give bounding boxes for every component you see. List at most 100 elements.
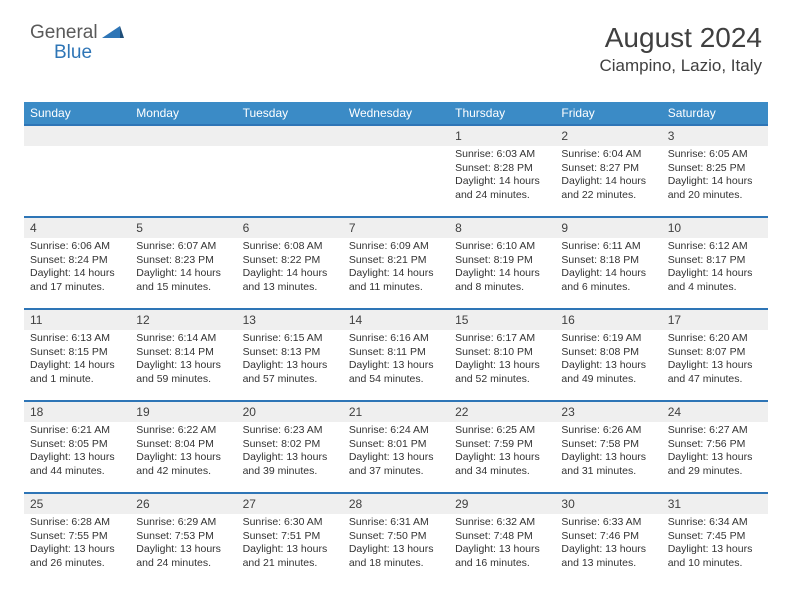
calendar-cell: 1Sunrise: 6:03 AMSunset: 8:28 PMDaylight… (449, 125, 555, 217)
day-number: 8 (449, 218, 555, 238)
calendar-cell: 8Sunrise: 6:10 AMSunset: 8:19 PMDaylight… (449, 217, 555, 309)
calendar-row: 25Sunrise: 6:28 AMSunset: 7:55 PMDayligh… (24, 493, 768, 585)
calendar-cell-empty (343, 125, 449, 217)
calendar-cell: 12Sunrise: 6:14 AMSunset: 8:14 PMDayligh… (130, 309, 236, 401)
day-info: Sunrise: 6:21 AMSunset: 8:05 PMDaylight:… (24, 422, 130, 483)
day-number: 15 (449, 310, 555, 330)
calendar-row: 4Sunrise: 6:06 AMSunset: 8:24 PMDaylight… (24, 217, 768, 309)
day-number: 5 (130, 218, 236, 238)
day-number: 2 (555, 126, 661, 146)
calendar-table: SundayMondayTuesdayWednesdayThursdayFrid… (24, 102, 768, 585)
day-number: 25 (24, 494, 130, 514)
day-info: Sunrise: 6:14 AMSunset: 8:14 PMDaylight:… (130, 330, 236, 391)
empty-daynum (343, 126, 449, 146)
day-info: Sunrise: 6:15 AMSunset: 8:13 PMDaylight:… (237, 330, 343, 391)
calendar-cell-empty (237, 125, 343, 217)
page-header: August 2024 Ciampino, Lazio, Italy (599, 22, 762, 76)
calendar-row: 1Sunrise: 6:03 AMSunset: 8:28 PMDaylight… (24, 125, 768, 217)
day-info: Sunrise: 6:16 AMSunset: 8:11 PMDaylight:… (343, 330, 449, 391)
day-info: Sunrise: 6:11 AMSunset: 8:18 PMDaylight:… (555, 238, 661, 299)
day-info: Sunrise: 6:12 AMSunset: 8:17 PMDaylight:… (662, 238, 768, 299)
day-number: 16 (555, 310, 661, 330)
day-number: 17 (662, 310, 768, 330)
calendar-cell: 19Sunrise: 6:22 AMSunset: 8:04 PMDayligh… (130, 401, 236, 493)
day-info: Sunrise: 6:07 AMSunset: 8:23 PMDaylight:… (130, 238, 236, 299)
calendar-cell: 16Sunrise: 6:19 AMSunset: 8:08 PMDayligh… (555, 309, 661, 401)
day-info: Sunrise: 6:04 AMSunset: 8:27 PMDaylight:… (555, 146, 661, 207)
day-info: Sunrise: 6:22 AMSunset: 8:04 PMDaylight:… (130, 422, 236, 483)
day-number: 1 (449, 126, 555, 146)
day-number: 20 (237, 402, 343, 422)
calendar-cell: 10Sunrise: 6:12 AMSunset: 8:17 PMDayligh… (662, 217, 768, 309)
day-number: 27 (237, 494, 343, 514)
day-info: Sunrise: 6:19 AMSunset: 8:08 PMDaylight:… (555, 330, 661, 391)
day-info: Sunrise: 6:26 AMSunset: 7:58 PMDaylight:… (555, 422, 661, 483)
brand-logo: General Blue (30, 22, 124, 44)
calendar-cell: 25Sunrise: 6:28 AMSunset: 7:55 PMDayligh… (24, 493, 130, 585)
calendar-cell: 11Sunrise: 6:13 AMSunset: 8:15 PMDayligh… (24, 309, 130, 401)
calendar-cell: 31Sunrise: 6:34 AMSunset: 7:45 PMDayligh… (662, 493, 768, 585)
day-number: 13 (237, 310, 343, 330)
day-info: Sunrise: 6:29 AMSunset: 7:53 PMDaylight:… (130, 514, 236, 575)
calendar-cell: 22Sunrise: 6:25 AMSunset: 7:59 PMDayligh… (449, 401, 555, 493)
day-number: 18 (24, 402, 130, 422)
day-info: Sunrise: 6:24 AMSunset: 8:01 PMDaylight:… (343, 422, 449, 483)
day-number: 10 (662, 218, 768, 238)
calendar-cell: 2Sunrise: 6:04 AMSunset: 8:27 PMDaylight… (555, 125, 661, 217)
day-number: 12 (130, 310, 236, 330)
day-info: Sunrise: 6:23 AMSunset: 8:02 PMDaylight:… (237, 422, 343, 483)
calendar-cell: 9Sunrise: 6:11 AMSunset: 8:18 PMDaylight… (555, 217, 661, 309)
month-title: August 2024 (599, 22, 762, 54)
day-number: 11 (24, 310, 130, 330)
day-info: Sunrise: 6:20 AMSunset: 8:07 PMDaylight:… (662, 330, 768, 391)
day-number: 22 (449, 402, 555, 422)
day-info: Sunrise: 6:09 AMSunset: 8:21 PMDaylight:… (343, 238, 449, 299)
calendar-row: 11Sunrise: 6:13 AMSunset: 8:15 PMDayligh… (24, 309, 768, 401)
day-header: Friday (555, 102, 661, 125)
calendar-cell: 3Sunrise: 6:05 AMSunset: 8:25 PMDaylight… (662, 125, 768, 217)
day-info: Sunrise: 6:30 AMSunset: 7:51 PMDaylight:… (237, 514, 343, 575)
calendar-cell: 20Sunrise: 6:23 AMSunset: 8:02 PMDayligh… (237, 401, 343, 493)
calendar-row: 18Sunrise: 6:21 AMSunset: 8:05 PMDayligh… (24, 401, 768, 493)
day-number: 19 (130, 402, 236, 422)
brand-triangle-icon (102, 24, 124, 38)
day-header: Monday (130, 102, 236, 125)
day-number: 6 (237, 218, 343, 238)
day-number: 21 (343, 402, 449, 422)
day-header: Saturday (662, 102, 768, 125)
calendar-cell: 6Sunrise: 6:08 AMSunset: 8:22 PMDaylight… (237, 217, 343, 309)
day-number: 23 (555, 402, 661, 422)
calendar-cell: 26Sunrise: 6:29 AMSunset: 7:53 PMDayligh… (130, 493, 236, 585)
calendar-cell: 14Sunrise: 6:16 AMSunset: 8:11 PMDayligh… (343, 309, 449, 401)
day-info: Sunrise: 6:17 AMSunset: 8:10 PMDaylight:… (449, 330, 555, 391)
day-header: Tuesday (237, 102, 343, 125)
day-number: 24 (662, 402, 768, 422)
day-info: Sunrise: 6:08 AMSunset: 8:22 PMDaylight:… (237, 238, 343, 299)
day-number: 28 (343, 494, 449, 514)
day-info: Sunrise: 6:03 AMSunset: 8:28 PMDaylight:… (449, 146, 555, 207)
calendar-cell: 17Sunrise: 6:20 AMSunset: 8:07 PMDayligh… (662, 309, 768, 401)
calendar-cell: 4Sunrise: 6:06 AMSunset: 8:24 PMDaylight… (24, 217, 130, 309)
location-label: Ciampino, Lazio, Italy (599, 56, 762, 76)
day-number: 31 (662, 494, 768, 514)
calendar-cell: 30Sunrise: 6:33 AMSunset: 7:46 PMDayligh… (555, 493, 661, 585)
day-info: Sunrise: 6:31 AMSunset: 7:50 PMDaylight:… (343, 514, 449, 575)
day-info: Sunrise: 6:13 AMSunset: 8:15 PMDaylight:… (24, 330, 130, 391)
day-number: 9 (555, 218, 661, 238)
day-header: Thursday (449, 102, 555, 125)
empty-daynum (237, 126, 343, 146)
day-info: Sunrise: 6:34 AMSunset: 7:45 PMDaylight:… (662, 514, 768, 575)
day-number: 7 (343, 218, 449, 238)
calendar-cell: 5Sunrise: 6:07 AMSunset: 8:23 PMDaylight… (130, 217, 236, 309)
calendar-cell: 27Sunrise: 6:30 AMSunset: 7:51 PMDayligh… (237, 493, 343, 585)
day-info: Sunrise: 6:27 AMSunset: 7:56 PMDaylight:… (662, 422, 768, 483)
day-header: Wednesday (343, 102, 449, 125)
day-info: Sunrise: 6:10 AMSunset: 8:19 PMDaylight:… (449, 238, 555, 299)
calendar-cell-empty (24, 125, 130, 217)
calendar-cell: 29Sunrise: 6:32 AMSunset: 7:48 PMDayligh… (449, 493, 555, 585)
calendar-cell: 24Sunrise: 6:27 AMSunset: 7:56 PMDayligh… (662, 401, 768, 493)
calendar-cell: 15Sunrise: 6:17 AMSunset: 8:10 PMDayligh… (449, 309, 555, 401)
day-header-row: SundayMondayTuesdayWednesdayThursdayFrid… (24, 102, 768, 125)
day-number: 29 (449, 494, 555, 514)
brand-prefix: General (30, 22, 98, 44)
